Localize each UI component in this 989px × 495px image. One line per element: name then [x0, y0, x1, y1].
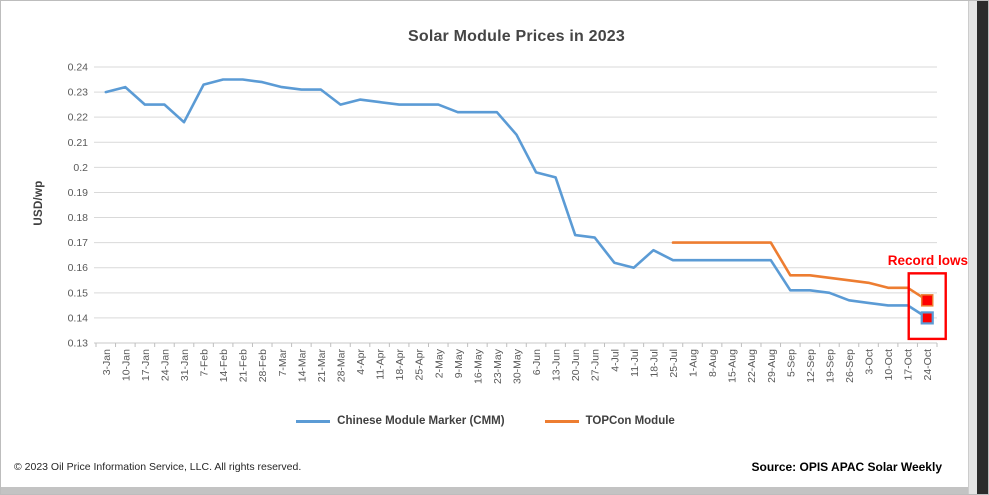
y-tick-label: 0.23 — [68, 87, 89, 99]
x-tick-label: 4-Apr — [355, 349, 367, 375]
y-tick-label: 0.21 — [68, 137, 89, 149]
x-tick-label: 24-Jan — [159, 349, 171, 381]
window-edge-right — [968, 1, 977, 494]
x-tick-label: 18-Apr — [394, 348, 406, 380]
x-tick-label: 7-Mar — [277, 348, 289, 376]
x-tick-label: 15-Aug — [727, 349, 739, 383]
cmm-record-low-marker — [920, 311, 934, 325]
y-tick-label: 0.17 — [68, 237, 89, 249]
x-tick-label: 26-Sep — [844, 349, 856, 383]
x-tick-label: 25-Jul — [668, 349, 680, 378]
topcon-series-line — [671, 241, 929, 302]
legend-label-topcon: TOPCon Module — [585, 415, 675, 427]
x-tick-label: 10-Jan — [120, 349, 132, 381]
source-text: Source: OPIS APAC Solar Weekly — [751, 460, 942, 474]
y-tick-label: 0.16 — [68, 262, 89, 274]
x-tick-label: 8-Aug — [707, 349, 719, 377]
y-tick-label: 0.19 — [68, 187, 89, 199]
x-tick-label: 22-Aug — [746, 349, 758, 383]
x-tick-label: 10-Oct — [883, 349, 895, 381]
x-tick-label: 17-Oct — [903, 349, 915, 381]
y-tick-label: 0.13 — [68, 338, 89, 350]
x-tick-label: 14-Mar — [296, 349, 308, 383]
x-tick-label: 29-Aug — [766, 349, 778, 383]
x-tick-label: 21-Mar — [316, 349, 328, 383]
x-tick-label: 28-Mar — [335, 349, 347, 383]
y-tick-label: 0.18 — [68, 212, 89, 224]
legend-item-cmm: Chinese Module Marker (CMM) — [296, 415, 505, 427]
y-tick-label: 0.15 — [68, 287, 89, 299]
x-tick-label: 24-Oct — [922, 349, 934, 381]
copyright-text: © 2023 Oil Price Information Service, LL… — [14, 461, 302, 473]
x-tick-label: 3-Jan — [101, 349, 113, 375]
x-tick-label: 30-May — [512, 348, 524, 384]
x-tick-label: 11-Jul — [629, 349, 641, 377]
y-tick-label: 0.2 — [73, 162, 88, 174]
x-tick-label: 11-Apr — [375, 349, 387, 380]
screen-background-strip — [977, 1, 988, 494]
x-tick-label: 13-Jun — [551, 349, 563, 381]
x-tick-label: 4-Jul — [609, 349, 621, 372]
x-tick-label: 17-Jan — [140, 349, 152, 381]
x-tick-label: 7-Feb — [199, 349, 211, 377]
y-tick-label: 0.14 — [68, 312, 89, 324]
record-lows-label: Record lows — [888, 253, 968, 268]
topcon-line-swatch — [544, 419, 579, 423]
record-lows-box — [907, 272, 947, 341]
x-tick-label: 14-Feb — [218, 349, 230, 382]
x-tick-label: 16-May — [472, 348, 484, 384]
x-tick-label: 12-Sep — [805, 349, 817, 383]
x-tick-label: 3-Oct — [864, 349, 876, 375]
x-tick-label: 27-Jun — [590, 349, 602, 381]
chart-title: Solar Module Prices in 2023 — [407, 28, 626, 45]
x-tick-label: 20-Jun — [570, 349, 582, 381]
x-tick-label: 6-Jun — [531, 349, 543, 375]
x-tick-label: 9-May — [453, 348, 465, 378]
y-tick-label: 0.24 — [68, 62, 89, 74]
cmm-series-line — [104, 78, 929, 320]
x-tick-label: 2-May — [433, 348, 445, 378]
legend: Chinese Module Marker (CMM) TOPCon Modul… — [1, 415, 970, 427]
x-tick-label: 25-Apr — [414, 348, 426, 380]
y-tick-label: 0.22 — [68, 112, 89, 124]
legend-label-cmm: Chinese Module Marker (CMM) — [337, 415, 505, 427]
x-tick-label: 18-Jul — [648, 349, 660, 378]
legend-item-topcon: TOPCon Module — [544, 415, 675, 427]
x-tick-label: 21-Feb — [238, 349, 250, 382]
topcon-record-low-marker — [920, 294, 934, 307]
x-tick-label: 19-Sep — [824, 349, 836, 383]
x-tick-label: 31-Jan — [179, 349, 191, 381]
x-tick-label: 28-Feb — [257, 349, 269, 382]
cmm-line-swatch — [296, 419, 331, 423]
x-tick-label: 23-May — [492, 348, 504, 384]
x-tick-label: 5-Sep — [785, 349, 797, 377]
window-edge-bottom — [1, 487, 979, 494]
x-tick-label: 1-Aug — [688, 349, 700, 377]
